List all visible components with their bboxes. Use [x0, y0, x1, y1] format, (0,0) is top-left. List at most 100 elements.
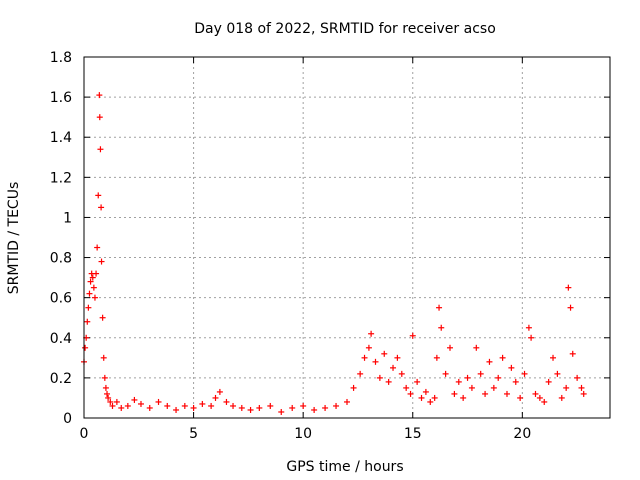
- chart-title: Day 018 of 2022, SRMTID for receiver acs…: [194, 21, 496, 37]
- data-point: [311, 406, 318, 413]
- data-point: [508, 364, 515, 371]
- y-tick-label: 1.2: [50, 170, 72, 186]
- data-point: [455, 378, 462, 385]
- data-point: [89, 274, 96, 281]
- data-point: [525, 324, 532, 331]
- data-point: [82, 344, 89, 351]
- data-point: [91, 294, 98, 301]
- data-point: [86, 290, 93, 297]
- data-point: [94, 244, 101, 251]
- y-axis-label: SRMTID / TECUs: [6, 182, 22, 295]
- x-tick-label: 20: [513, 426, 531, 442]
- data-point: [567, 304, 574, 311]
- data-point: [155, 398, 162, 405]
- data-point: [512, 378, 519, 385]
- data-point: [578, 384, 585, 391]
- data-point: [100, 354, 107, 361]
- data-point: [368, 330, 375, 337]
- data-point: [414, 378, 421, 385]
- data-point: [333, 402, 340, 409]
- data-point: [289, 404, 296, 411]
- x-tick-label: 5: [189, 426, 198, 442]
- data-point: [212, 394, 219, 401]
- data-point: [96, 92, 103, 99]
- data-point: [580, 390, 587, 397]
- data-point: [541, 398, 548, 405]
- data-point: [569, 350, 576, 357]
- data-point: [90, 284, 97, 291]
- data-point: [199, 400, 206, 407]
- data-point: [545, 378, 552, 385]
- data-point: [361, 354, 368, 361]
- data-point: [98, 204, 105, 211]
- data-point: [403, 384, 410, 391]
- data-point: [164, 402, 171, 409]
- data-point: [521, 370, 528, 377]
- data-point: [409, 332, 416, 339]
- data-point: [376, 374, 383, 381]
- y-tick-label: 1.6: [50, 90, 72, 106]
- data-point: [208, 402, 215, 409]
- data-point: [181, 402, 188, 409]
- data-point: [442, 370, 449, 377]
- data-point: [322, 404, 329, 411]
- data-point: [131, 396, 138, 403]
- y-tick-label: 0.2: [50, 371, 72, 387]
- data-point: [550, 354, 557, 361]
- y-tick-label: 0.8: [50, 251, 72, 267]
- data-point: [499, 354, 506, 361]
- data-point: [532, 390, 539, 397]
- data-point: [146, 404, 153, 411]
- data-point: [394, 354, 401, 361]
- plot-frame: [83, 56, 611, 419]
- data-point: [390, 364, 397, 371]
- data-point: [124, 402, 131, 409]
- data-point: [438, 324, 445, 331]
- data-point: [107, 398, 114, 405]
- x-axis-label: GPS time / hours: [286, 459, 403, 475]
- data-point: [238, 404, 245, 411]
- data-point: [477, 370, 484, 377]
- data-point: [431, 394, 438, 401]
- data-point: [563, 384, 570, 391]
- y-tick-label: 1: [63, 210, 72, 226]
- data-point: [451, 390, 458, 397]
- data-point: [517, 394, 524, 401]
- data-point: [536, 394, 543, 401]
- data-point: [357, 370, 364, 377]
- data-point: [473, 344, 480, 351]
- data-point: [464, 374, 471, 381]
- data-point: [554, 370, 561, 377]
- data-point: [99, 314, 106, 321]
- tick-labels: 0 5 10 15 20 0 0.2 0.4 0.6 0.8 1 1.2 1.4 1.6 1.8: [50, 50, 532, 442]
- data-point: [381, 350, 388, 357]
- data-point: [365, 344, 372, 351]
- data-point: [267, 402, 274, 409]
- data-point: [113, 398, 120, 405]
- axis-ticks: [83, 56, 610, 419]
- data-point: [102, 384, 109, 391]
- data-point: [447, 344, 454, 351]
- data-point: [278, 408, 285, 415]
- data-point: [486, 358, 493, 365]
- x-tick-label: 0: [80, 426, 89, 442]
- grid-lines: [84, 57, 610, 418]
- data-point: [247, 406, 254, 413]
- data-point: [433, 354, 440, 361]
- data-point: [490, 384, 497, 391]
- data-point: [385, 378, 392, 385]
- data-points: [81, 92, 587, 415]
- y-tick-label: 0.6: [50, 291, 72, 307]
- y-tick-label: 1.8: [50, 50, 72, 66]
- data-point: [118, 404, 125, 411]
- data-point: [223, 398, 230, 405]
- x-tick-label: 10: [294, 426, 312, 442]
- data-point: [344, 398, 350, 405]
- data-point: [95, 192, 102, 199]
- data-point: [350, 384, 357, 391]
- data-point: [137, 400, 144, 407]
- data-point: [173, 406, 180, 413]
- data-point: [85, 304, 92, 311]
- data-point: [256, 404, 263, 411]
- data-point: [418, 394, 425, 401]
